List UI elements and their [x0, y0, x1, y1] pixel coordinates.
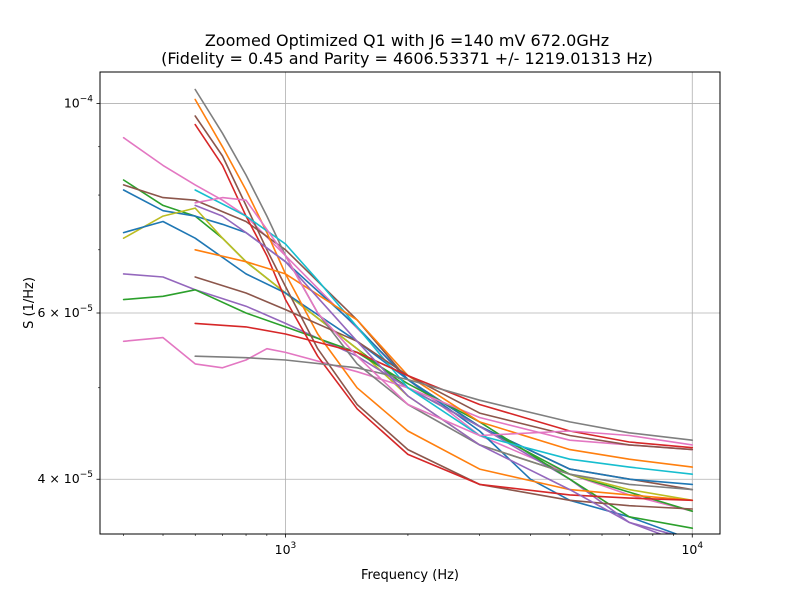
y-tick-label-0: 10−4 — [64, 95, 93, 111]
y-tick-label-2: 4 × 10−5 — [37, 470, 93, 486]
series-group — [122, 88, 694, 534]
series-line-4 — [122, 207, 694, 502]
series-line-19 — [194, 196, 694, 446]
series-line-18 — [194, 204, 675, 534]
grid — [100, 72, 720, 534]
x-axis-label: Frequency (Hz) — [361, 568, 459, 583]
series-line-13 — [194, 189, 694, 476]
ticks: 103 104 10−4 6 × 10−5 4 × 10−5 — [37, 95, 703, 557]
series-line-16 — [194, 322, 694, 449]
plot-frame — [99, 71, 721, 535]
chart-title-line1: Zoomed Optimized Q1 with J6 =140 mV 672.… — [205, 31, 609, 50]
series-line-6 — [122, 273, 663, 534]
x-tick-label-1: 104 — [681, 541, 703, 557]
series-line-5 — [122, 220, 694, 486]
series-line-15 — [194, 276, 694, 451]
chart-title-line2: (Fidelity = 0.45 and Parity = 4606.53371… — [161, 49, 653, 68]
series-line-1 — [122, 179, 694, 513]
series-line-11 — [194, 115, 694, 510]
y-tick-label-1: 6 × 10−5 — [37, 304, 93, 320]
series-line-8 — [122, 336, 694, 451]
x-tick-label-0: 103 — [275, 541, 297, 557]
series-line-17 — [194, 355, 694, 442]
series-line-9 — [194, 88, 694, 491]
y-axis-label: S (1/Hz) — [22, 277, 37, 329]
series-line-10 — [194, 98, 694, 502]
